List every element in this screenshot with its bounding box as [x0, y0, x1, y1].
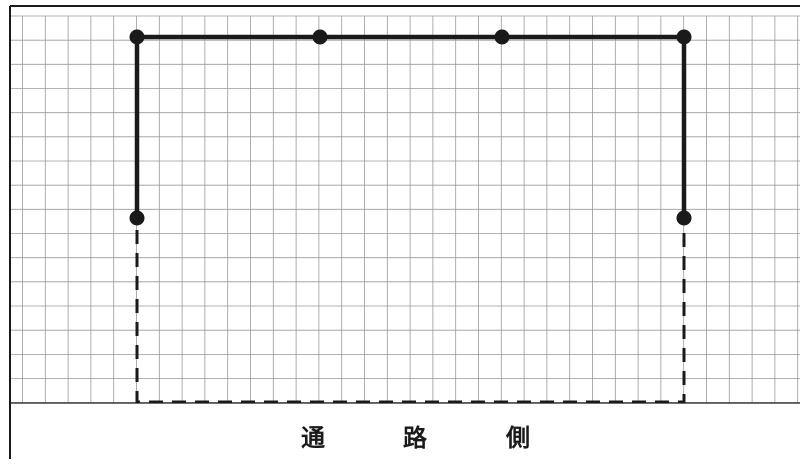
solid-wall-line	[134, 34, 687, 218]
node-top-left	[129, 29, 145, 45]
node-right-lower	[676, 210, 692, 226]
caption-char-3: 側	[506, 423, 530, 452]
caption-char-2: 路	[403, 423, 427, 452]
node-top-mid-right	[494, 29, 510, 45]
node-left-lower	[129, 210, 145, 226]
caption-char-1: 通	[301, 423, 325, 452]
dashed-boundary-line	[135, 230, 686, 404]
node-top-right	[676, 29, 692, 45]
node-top-mid-left	[312, 29, 328, 45]
